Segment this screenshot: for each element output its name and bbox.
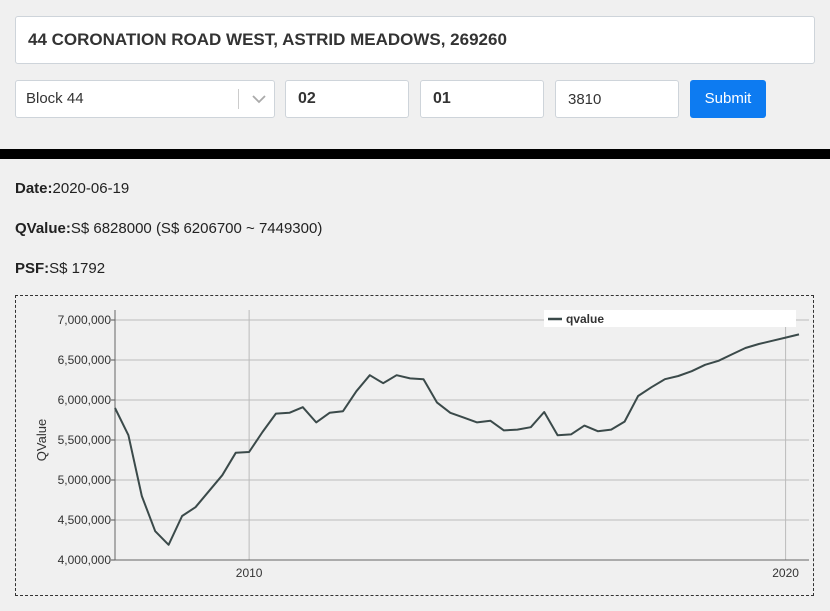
qvalue-label: QValue: xyxy=(15,220,71,237)
unit-input[interactable] xyxy=(420,80,544,118)
legend-box xyxy=(544,310,796,327)
y-tick-label: 5,000,000 xyxy=(58,473,112,487)
legend-label: qvalue xyxy=(566,312,604,326)
floor-input[interactable] xyxy=(285,80,409,118)
x-tick-label: 2020 xyxy=(772,566,799,580)
date-line: Date:2020-06-19 xyxy=(15,180,129,197)
divider-bar xyxy=(0,149,830,159)
y-tick-label: 6,000,000 xyxy=(58,393,112,407)
chart-svg: 4,000,000 4,500,000 5,000,000 5,500,000 6,00… xyxy=(34,310,809,580)
x-tick-label: 2010 xyxy=(236,566,263,580)
address-input[interactable] xyxy=(15,16,815,64)
psf-line: PSF:S$ 1792 xyxy=(15,260,105,277)
y-tick-label: 6,500,000 xyxy=(58,353,112,367)
qvalue-line: QValue:S$ 6828000 (S$ 6206700 ~ 7449300) xyxy=(15,220,322,237)
qvalue-value: S$ 6828000 (S$ 6206700 ~ 7449300) xyxy=(70,220,323,237)
chevron-down-icon[interactable] xyxy=(244,81,274,117)
qvalue-chart: 4,000,000 4,500,000 5,000,000 5,500,000 6,00… xyxy=(15,295,814,596)
date-value: 2020-06-19 xyxy=(52,180,130,197)
plot-area xyxy=(115,310,809,560)
select-separator xyxy=(238,89,239,109)
search-form-panel: Block 44 Submit xyxy=(0,0,830,149)
y-tick-label: 7,000,000 xyxy=(58,313,112,327)
y-axis-label: QValue xyxy=(34,419,49,461)
series-line-qvalue xyxy=(114,333,800,546)
y-tick-label: 4,000,000 xyxy=(58,553,112,567)
submit-button[interactable]: Submit xyxy=(690,80,766,118)
area-input[interactable] xyxy=(555,80,679,118)
block-select[interactable]: Block 44 xyxy=(15,80,275,118)
block-select-value: Block 44 xyxy=(26,90,84,107)
psf-label: PSF: xyxy=(15,260,50,277)
psf-value: S$ 1792 xyxy=(49,260,106,277)
date-label: Date: xyxy=(15,180,53,197)
y-tick-label: 4,500,000 xyxy=(58,513,112,527)
y-tick-label: 5,500,000 xyxy=(58,433,112,447)
